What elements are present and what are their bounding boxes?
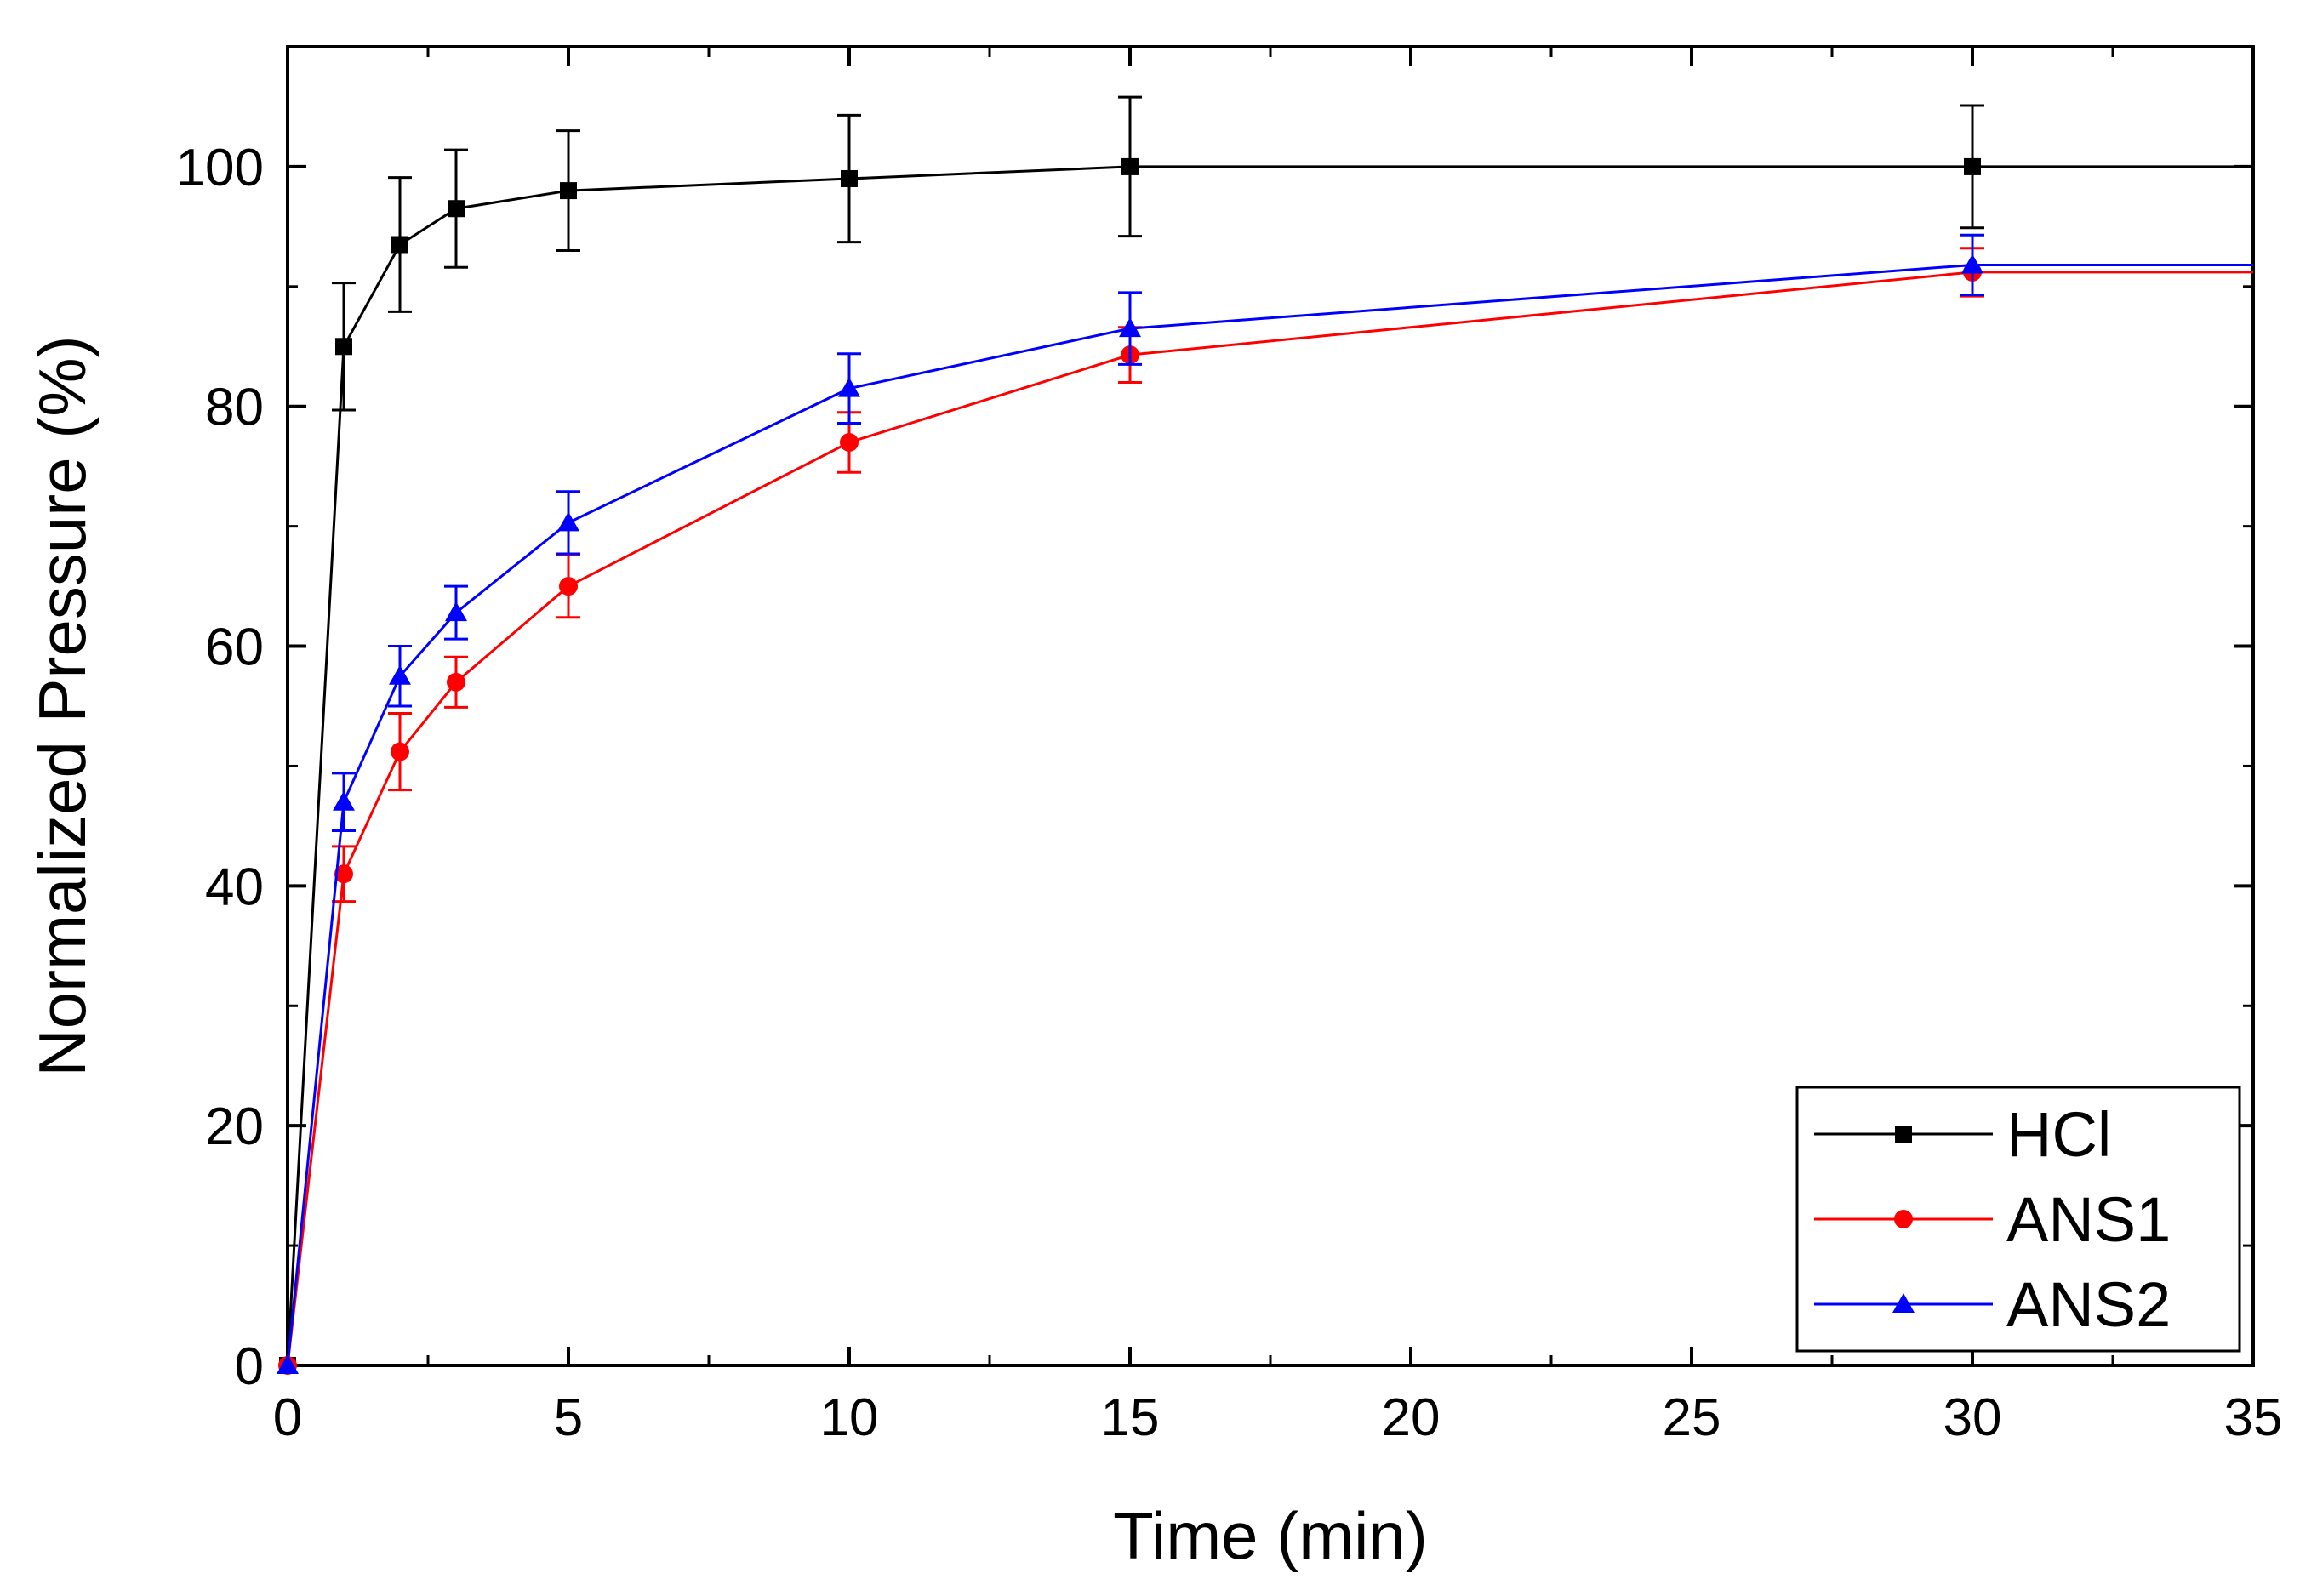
data-point	[391, 742, 409, 761]
data-point	[840, 433, 859, 452]
data-point	[391, 236, 408, 254]
data-point	[335, 338, 352, 356]
x-tick-label: 10	[820, 1388, 879, 1447]
data-point	[1121, 157, 1139, 175]
legend-label: ANS2	[2006, 1269, 2171, 1340]
x-tick-label: 20	[1382, 1388, 1441, 1447]
x-tick-label: 25	[1663, 1388, 1721, 1447]
x-axis: 0 5 10 15 20 25 30 35	[273, 47, 2283, 1447]
y-tick-label: 60	[205, 618, 264, 677]
data-point	[841, 170, 858, 187]
series-hcl	[279, 95, 2253, 1374]
data-point	[559, 577, 578, 596]
y-tick-label: 20	[205, 1097, 264, 1156]
data-point	[560, 182, 577, 200]
data-point	[1961, 254, 1983, 274]
legend-item-ans2: ANS2	[1814, 1269, 2171, 1340]
data-point	[557, 511, 579, 532]
data-point	[445, 601, 467, 622]
y-axis-title: Normalized Pressure (%)	[25, 335, 100, 1076]
x-tick-label: 0	[273, 1388, 302, 1447]
y-tick-label: 0	[235, 1337, 264, 1396]
y-tick-label: 100	[176, 139, 264, 197]
y-tick-label: 40	[205, 858, 264, 916]
x-tick-label: 35	[2224, 1388, 2283, 1447]
data-point	[333, 790, 355, 811]
legend-item-ans1: ANS1	[1814, 1184, 2171, 1255]
legend-marker	[1894, 1210, 1913, 1228]
data-point	[334, 864, 353, 884]
data-point	[1119, 317, 1141, 338]
legend: HCl ANS1 ANS2	[1795, 1086, 2241, 1353]
data-point	[277, 1354, 299, 1374]
data-point	[838, 377, 860, 397]
legend-label: ANS1	[2006, 1184, 2171, 1255]
x-tick-label: 15	[1101, 1388, 1160, 1447]
data-point	[448, 200, 465, 218]
x-tick-label: 5	[554, 1388, 583, 1447]
series-layer	[277, 95, 2253, 1375]
series-ans2	[277, 233, 2253, 1374]
y-axis: 0 20 40 60 80 100	[176, 139, 2253, 1396]
x-axis-title: Time (min)	[1113, 1498, 1428, 1573]
data-point	[447, 672, 465, 692]
legend-marker	[1892, 1293, 1915, 1313]
legend-item-hcl: HCl	[1814, 1099, 2111, 1170]
x-tick-label: 30	[1943, 1388, 2002, 1447]
data-point	[389, 664, 411, 685]
legend-marker	[1895, 1126, 1912, 1143]
data-point	[1964, 157, 1981, 175]
legend-label: HCl	[2006, 1099, 2111, 1170]
y-tick-label: 80	[205, 379, 264, 437]
